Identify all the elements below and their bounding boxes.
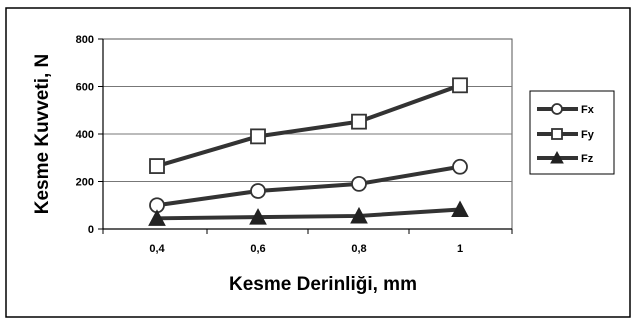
legend-item-fx: Fx — [537, 103, 595, 116]
legend-marker — [550, 150, 564, 164]
data-point-fz — [451, 200, 469, 218]
series-fx — [149, 158, 468, 214]
series-fy — [149, 77, 468, 174]
data-point-fy — [149, 158, 165, 174]
data-point-fy — [250, 128, 266, 145]
x-axis-label: Kesme Derinliği, mm — [229, 274, 417, 295]
series-fz — [148, 200, 469, 226]
series-line-fy — [156, 83, 461, 168]
x-axis-ticks: 0,4 0,6 0,8 1 — [102, 228, 513, 255]
data-point-fy — [452, 77, 468, 94]
y-axis-label: Kesme Kuvveti, N — [32, 54, 53, 215]
legend-item-fz: Fz — [537, 150, 594, 165]
data-point-fx — [351, 175, 367, 192]
legend-marker — [551, 128, 563, 140]
x-tick-label: 0,8 — [351, 243, 366, 255]
gridlines — [103, 86, 512, 182]
x-tick-label: 0,4 — [149, 243, 165, 255]
legend: Fx Fy Fz — [529, 90, 615, 175]
legend-item-fy: Fy — [537, 128, 595, 141]
data-point-fz — [148, 209, 166, 226]
legend-label: Fy — [581, 129, 595, 141]
y-tick-label: 600 — [76, 82, 94, 94]
data-point-fz — [249, 208, 267, 225]
plot-area: 0 200 400 600 800 0,4 0,6 0,8 1 — [76, 34, 513, 255]
legend-marker — [551, 103, 563, 115]
data-point-fx — [452, 158, 468, 175]
legend-label: Fz — [581, 153, 594, 165]
legend-label: Fx — [581, 104, 595, 116]
data-point-fy — [351, 113, 367, 130]
y-tick-label: 0 — [88, 224, 94, 236]
series-line-fz — [156, 207, 461, 221]
x-tick-label: 1 — [457, 243, 463, 255]
y-tick-label: 800 — [76, 34, 94, 46]
series-group — [148, 77, 469, 226]
x-tick-label: 0,6 — [250, 243, 265, 255]
y-tick-label: 200 — [76, 177, 94, 189]
y-axis-ticks: 0 200 400 600 800 — [76, 34, 104, 236]
y-tick-label: 400 — [76, 129, 94, 141]
data-point-fx — [250, 183, 266, 199]
series-line-fx — [156, 164, 461, 208]
data-point-fz — [350, 206, 368, 224]
